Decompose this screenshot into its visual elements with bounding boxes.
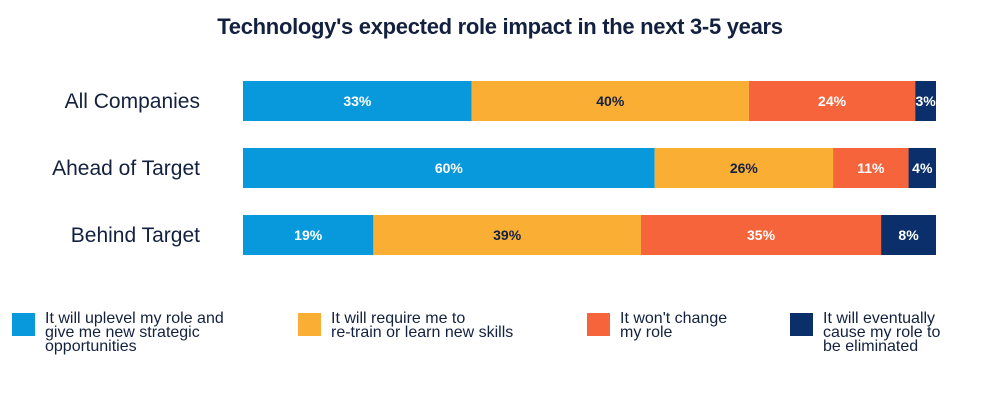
stacked-bar-chart: All Companies Ahead of Target Behind Targe… [52,81,936,255]
legend-label: It will require me to re-train or learn … [331,310,514,341]
value-label-behind-target-series-3: 35% [747,227,776,243]
legend-swatch [790,313,813,336]
value-label-all-companies-series-3: 24% [818,93,847,109]
value-label-behind-target-series-2: 39% [493,227,522,243]
bar-behind-target-series-4 [881,215,936,255]
legend-label: It won't change my role [620,310,728,341]
bar-behind-target-series-2 [373,215,641,255]
value-label-all-companies-series-1: 33% [343,93,372,109]
value-label-all-companies-series-4: 3% [915,93,936,109]
value-labels: 33% 40% 24% 3% 60% 26% 11% 4% 19% 39% 35% 8% [294,93,936,243]
bar-segments [243,81,936,255]
chart-title: Technology's expected role impact in the… [217,14,783,39]
value-label-all-companies-series-2: 40% [596,93,625,109]
value-label-ahead-of-target-series-3: 11% [857,160,885,176]
value-label-ahead-of-target-series-4: 4% [912,160,933,176]
value-label-behind-target-series-4: 8% [898,227,919,243]
bar-all-companies-series-1 [243,81,472,121]
value-label-ahead-of-target-series-2: 26% [730,160,759,176]
bar-ahead-of-target-series-3 [833,148,909,188]
bar-ahead-of-target-series-1 [243,148,655,188]
bar-all-companies-series-3 [748,81,916,121]
category-label-ahead-of-target: Ahead of Target [52,157,200,180]
legend-label: It will eventually cause my role to be e… [823,310,941,355]
bar-behind-target-series-1 [243,215,374,255]
legend-swatch [587,313,610,336]
category-label-all-companies: All Companies [65,90,200,113]
bar-all-companies-series-2 [471,81,749,121]
bar-behind-target-series-3 [640,215,882,255]
legend-label: It will uplevel my role and give me new … [45,310,224,355]
value-label-ahead-of-target-series-1: 60% [435,160,464,176]
legend-swatch [12,313,35,336]
bar-ahead-of-target-series-2 [654,148,834,188]
legend-item-1: It will uplevel my role and give me new … [12,310,275,355]
bar-ahead-of-target-series-4 [908,148,936,188]
bar-all-companies-series-4 [915,81,936,121]
legend-swatch [298,313,321,336]
category-labels: All Companies Ahead of Target Behind Targe… [52,90,200,247]
legend-item-3: It won't change my role [587,310,850,341]
legend: It will uplevel my role and give me new … [0,310,1000,392]
category-label-behind-target: Behind Target [71,224,200,247]
legend-item-4: It will eventually cause my role to be e… [790,310,1000,355]
legend-item-2: It will require me to re-train or learn … [298,310,561,341]
value-label-behind-target-series-1: 19% [294,227,323,243]
